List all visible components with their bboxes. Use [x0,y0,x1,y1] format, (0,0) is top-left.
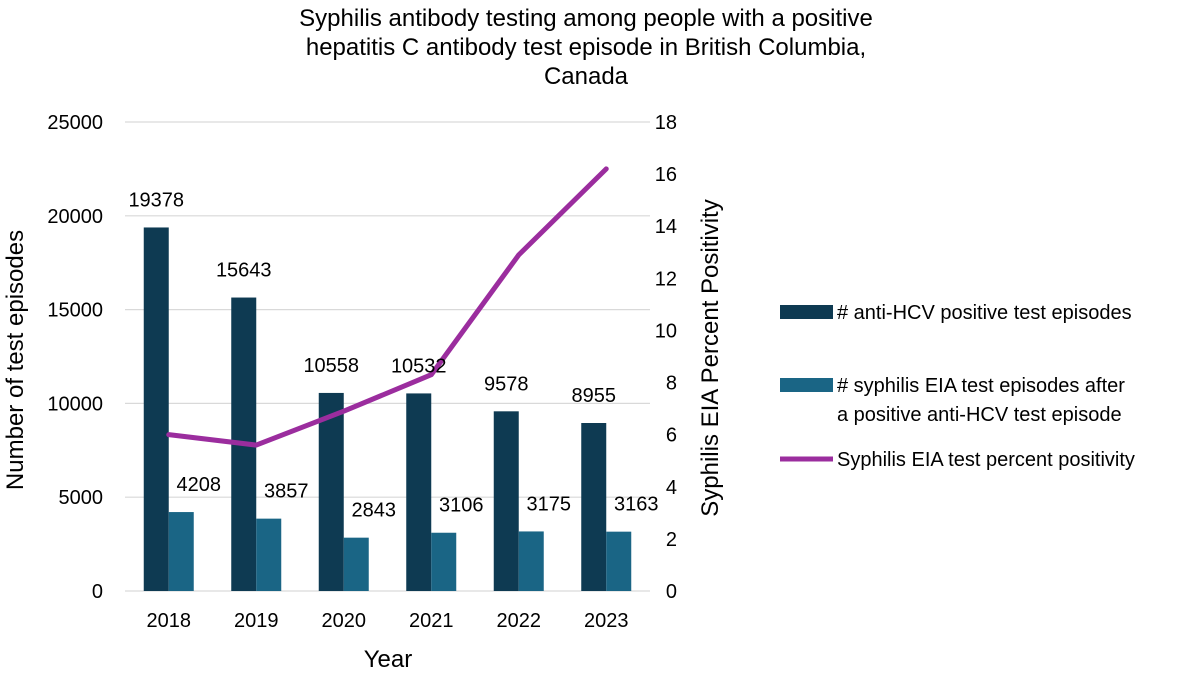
y2-tick-label: 4 [666,477,677,499]
data-label: 4208 [177,474,222,496]
right-axis-ticks: 0 2 4 6 8 10 12 14 16 18 [655,112,677,603]
chart-title-line: Canada [544,63,629,90]
bar [581,423,607,591]
bar [606,531,632,591]
y-tick-label: 25000 [47,112,103,134]
y-tick-label: 15000 [47,300,103,322]
bar [493,411,519,591]
y2-tick-label: 14 [655,216,677,238]
y2-tick-label: 10 [655,320,677,342]
y2-tick-label: 6 [666,425,677,447]
data-label: 19378 [128,189,184,211]
data-label: 3163 [614,494,659,516]
y2-tick-label: 2 [666,529,677,551]
series-line [166,166,609,448]
data-label: 3857 [264,481,309,503]
bar [343,537,369,591]
data-label: 3175 [527,493,572,515]
chart-title: Syphilis antibody testing among people w… [299,5,873,90]
x-tick-label: 2020 [322,610,367,632]
legend-entry: a positive anti-HCV test episode [837,404,1122,426]
x-tick-label: 2018 [147,610,192,632]
x-axis-title: Year [364,646,413,673]
bar [168,512,194,591]
chart-title-line: hepatitis C antibody test episode in Bri… [306,34,866,61]
bars [143,227,632,591]
bar [518,531,544,591]
y-axis-title: Number of test episodes [2,230,29,490]
x-axis-ticks: 2018 2019 2020 2021 2022 2023 [147,610,629,632]
legend-swatch [780,378,833,392]
y2-tick-label: 8 [666,373,677,395]
left-axis-ticks: 0 5000 10000 15000 20000 25000 [47,112,103,603]
bar [256,518,282,591]
y2-tick-label: 18 [655,112,677,134]
percent-positivity-line [166,166,609,448]
x-tick-label: 2019 [234,610,279,632]
x-tick-label: 2023 [584,610,629,632]
data-labels: 19378 15643 10558 10532 9578 8955 4208 3857 2843… [128,189,658,521]
gridlines [125,121,650,592]
y2-axis-title: Syphilis EIA Percent Positivity [697,199,724,516]
data-label: 3106 [439,495,484,517]
legend-entry: Syphilis EIA test percent positivity [837,449,1135,471]
y-tick-label: 10000 [47,393,103,415]
data-label: 10532 [391,355,447,377]
legend: # anti-HCV positive test episodes # syphi… [780,302,1135,471]
y-tick-label: 5000 [59,487,104,509]
y2-tick-label: 12 [655,268,677,290]
bar [406,393,432,591]
data-label: 8955 [572,385,617,407]
legend-entry: # syphilis EIA test episodes after [837,375,1125,397]
y2-tick-label: 16 [655,164,677,186]
data-label: 15643 [216,260,272,282]
data-label: 2843 [352,500,397,522]
data-label: 10558 [303,355,359,377]
y-tick-label: 0 [92,581,103,603]
bar [431,532,457,591]
chart-title-line: Syphilis antibody testing among people w… [299,5,873,32]
data-label: 9578 [484,373,529,395]
y2-tick-label: 0 [666,581,677,603]
bar [143,227,169,591]
y-tick-label: 20000 [47,206,103,228]
x-tick-label: 2021 [409,610,454,632]
x-tick-label: 2022 [497,610,542,632]
bar [318,392,344,591]
legend-entry: # anti-HCV positive test episodes [837,302,1132,324]
legend-swatch [780,305,833,319]
